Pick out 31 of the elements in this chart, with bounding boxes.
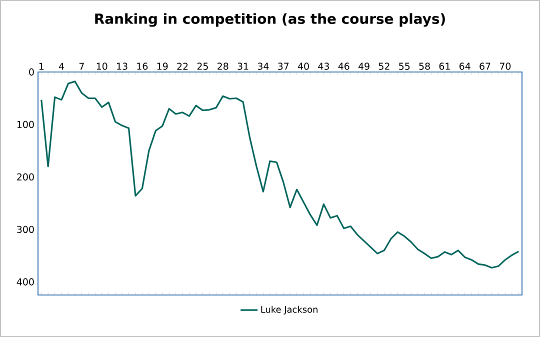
- legend-label: Luke Jackson: [261, 306, 318, 314]
- x-tick-label: 67: [480, 62, 490, 70]
- x-tick-label: 64: [459, 62, 470, 70]
- y-tick-label: 300: [17, 226, 34, 233]
- y-tick-label: 100: [17, 120, 34, 128]
- x-tick-label: 49: [358, 62, 370, 70]
- x-tick-label: 43: [318, 62, 329, 70]
- chart-title: Ranking in competition (as the course plays): [95, 13, 445, 27]
- x-tick-label: 10: [96, 62, 108, 70]
- x-tick-label: 7: [79, 62, 84, 70]
- x-tick-label: 13: [117, 62, 128, 70]
- y-tick-label: 400: [16, 278, 34, 286]
- x-tick-label: 52: [378, 62, 390, 70]
- x-tick-label: 1: [39, 62, 44, 70]
- x-tick-label: 40: [298, 62, 309, 70]
- x-tick-label: 58: [419, 62, 430, 70]
- x-tick-label: 19: [157, 62, 168, 70]
- x-tick-label: 61: [439, 62, 450, 70]
- x-tick-label: 37: [278, 62, 289, 70]
- x-tick-label: 34: [258, 62, 269, 70]
- x-tick-label: 4: [58, 62, 64, 70]
- x-tick-label: 46: [338, 62, 350, 70]
- y-tick-label: 200: [17, 173, 34, 181]
- y-tick-label: 0: [29, 68, 34, 76]
- x-tick-label: 16: [137, 62, 148, 70]
- x-tick-label: 70: [500, 62, 511, 70]
- x-tick-label: 28: [218, 62, 228, 70]
- x-tick-label: 31: [238, 62, 248, 70]
- x-tick-label: 55: [399, 62, 410, 70]
- x-tick-label: 25: [197, 62, 208, 70]
- x-tick-label: 22: [177, 62, 188, 70]
